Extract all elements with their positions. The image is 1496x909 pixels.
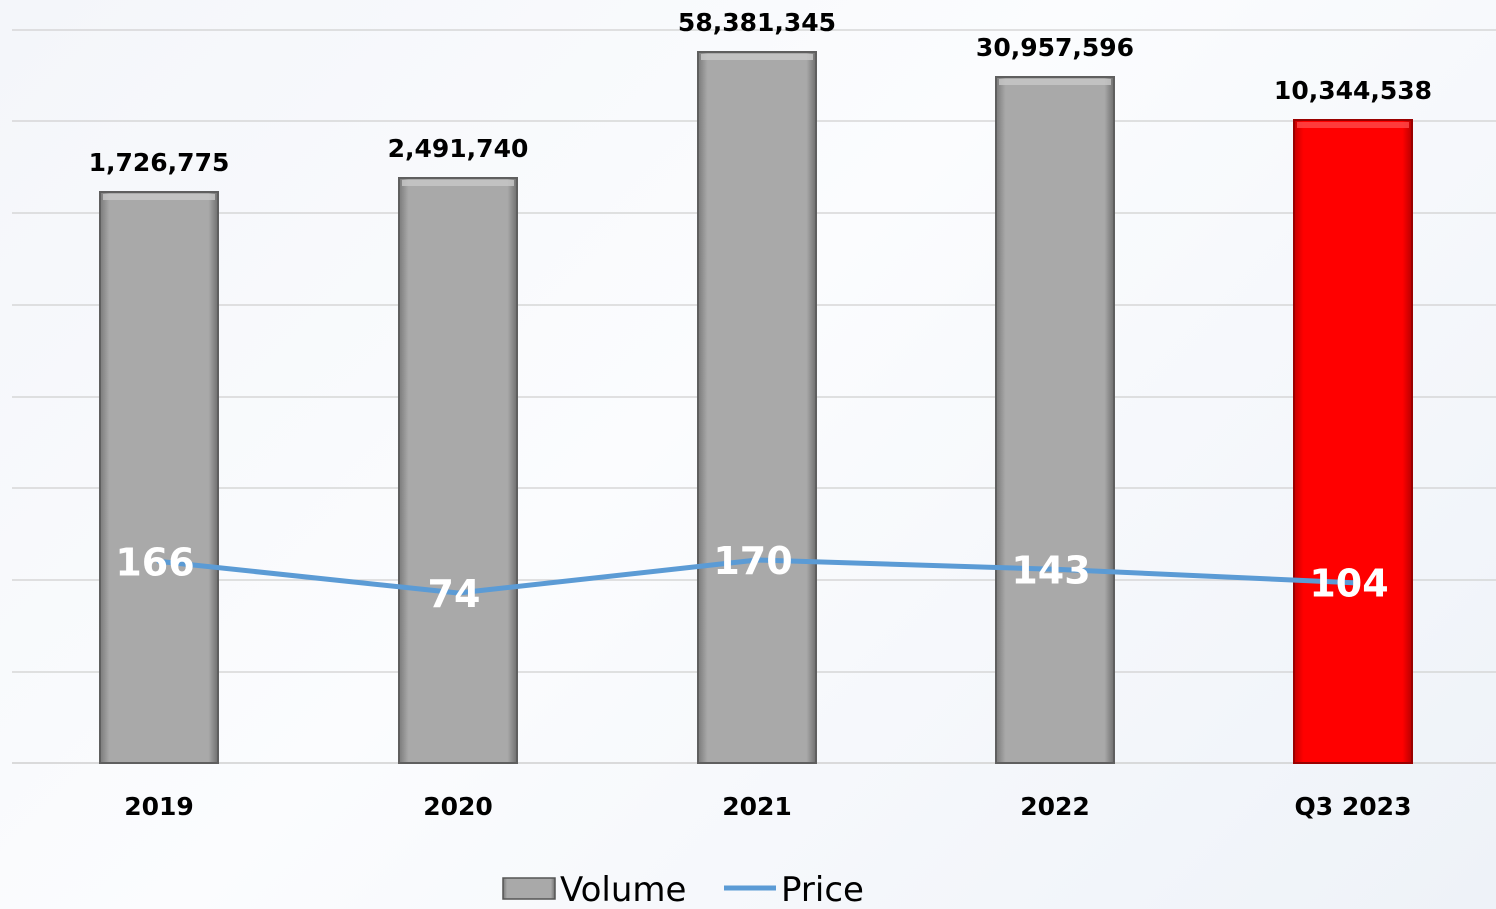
x-tick-label: Q3 2023 — [1295, 792, 1412, 821]
volume-bar-2022 — [995, 76, 1115, 764]
price-value-label: 74 — [428, 572, 481, 616]
volume-value-label: 30,957,596 — [976, 33, 1134, 62]
bar-bevel — [701, 54, 813, 60]
legend-price-label: Price — [781, 870, 864, 909]
volume-value-label: 1,726,775 — [89, 148, 230, 177]
bar-bevel — [402, 180, 514, 186]
price-point — [754, 557, 760, 563]
price-line-group — [156, 557, 1356, 596]
legend: Volume Price — [502, 870, 864, 909]
bar-bevel — [999, 79, 1111, 85]
x-tick-label: 2019 — [124, 792, 194, 821]
price-value-label: 166 — [115, 540, 194, 584]
volume-value-label: 10,344,538 — [1274, 76, 1432, 105]
bar-bevel — [103, 194, 215, 200]
price-value-label: 143 — [1011, 548, 1090, 592]
volume-bars — [99, 51, 1413, 764]
x-tick-label: 2022 — [1020, 792, 1090, 821]
legend-volume-swatch — [502, 877, 556, 900]
price-point — [455, 590, 461, 596]
volume-value-label: 2,491,740 — [388, 134, 529, 163]
price-value-label: 104 — [1309, 562, 1388, 606]
x-tick-label: 2021 — [722, 792, 792, 821]
price-point — [1350, 580, 1356, 586]
volume-bar-2021 — [697, 51, 817, 764]
legend-volume-label: Volume — [560, 870, 686, 909]
x-tick-label: 2020 — [423, 792, 493, 821]
volume-value-label: 58,381,345 — [678, 8, 836, 37]
data-labels: 1,726,775 2,491,740 58,381,345 30,957,596 10… — [89, 8, 1432, 616]
bar-bevel — [1297, 122, 1409, 128]
volume-bar-q3-2023 — [1293, 119, 1413, 764]
price-value-label: 170 — [713, 539, 792, 583]
price-point — [156, 558, 162, 564]
x-axis: 2019 2020 2021 2022 Q3 2023 — [124, 792, 1411, 821]
volume-bar-2020 — [398, 177, 518, 764]
price-point — [1052, 566, 1058, 572]
volume-bar-2019 — [99, 191, 219, 764]
